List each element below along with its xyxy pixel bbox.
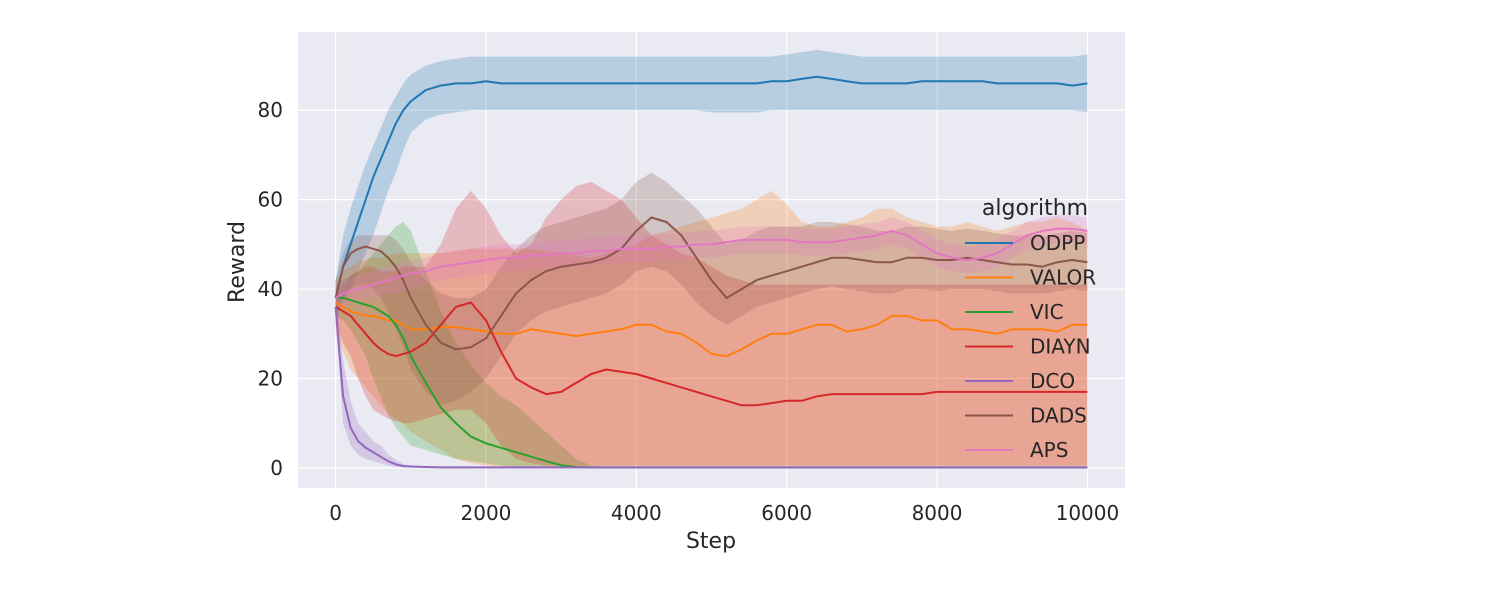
y-tick-label: 80 bbox=[258, 98, 283, 122]
diayn-line bbox=[335, 301, 1088, 407]
legend-label-valor: VALOR bbox=[1030, 266, 1096, 290]
x-tick-label: 2000 bbox=[461, 501, 512, 525]
y-tick-label: 60 bbox=[258, 188, 283, 212]
legend-label-vic: VIC bbox=[1030, 300, 1064, 324]
aps-band bbox=[335, 215, 1088, 312]
y-axis-label: Reward bbox=[225, 221, 250, 303]
legend-title: algorithm bbox=[982, 196, 1088, 221]
dads-line bbox=[334, 216, 1088, 351]
y-tick-labels: 0 20 40 60 80 bbox=[258, 98, 283, 480]
y-tick-label: 20 bbox=[258, 366, 283, 390]
x-axis-label: Step bbox=[686, 529, 736, 554]
odpp-band bbox=[335, 49, 1088, 321]
legend-label-diayn: DIAYN bbox=[1030, 335, 1091, 359]
vic-band bbox=[335, 222, 1088, 468]
x-tick-labels: 0 2000 4000 6000 8000 10000 bbox=[329, 501, 1119, 525]
y-tick-label: 0 bbox=[270, 456, 283, 480]
y-tick-label: 40 bbox=[258, 277, 283, 301]
legend-label-odpp: ODPP bbox=[1030, 231, 1085, 255]
x-tick-label: 10000 bbox=[1056, 501, 1120, 525]
legend: algorithm ODPP VALOR VIC DIAYN DCO DADS APS bbox=[965, 196, 1096, 462]
x-tick-label: 8000 bbox=[912, 501, 963, 525]
series-lines bbox=[334, 75, 1088, 469]
dco-line bbox=[334, 306, 1088, 469]
valor-line bbox=[335, 301, 1088, 358]
aps-line bbox=[335, 227, 1088, 299]
x-tick-label: 6000 bbox=[761, 501, 812, 525]
x-tick-label: 4000 bbox=[611, 501, 662, 525]
dads-band bbox=[335, 172, 1088, 406]
legend-label-dads: DADS bbox=[1030, 404, 1087, 428]
odpp-line bbox=[334, 75, 1088, 299]
legend-label-aps: APS bbox=[1030, 438, 1068, 462]
x-tick-label: 0 bbox=[329, 501, 342, 525]
legend-label-dco: DCO bbox=[1030, 369, 1075, 393]
